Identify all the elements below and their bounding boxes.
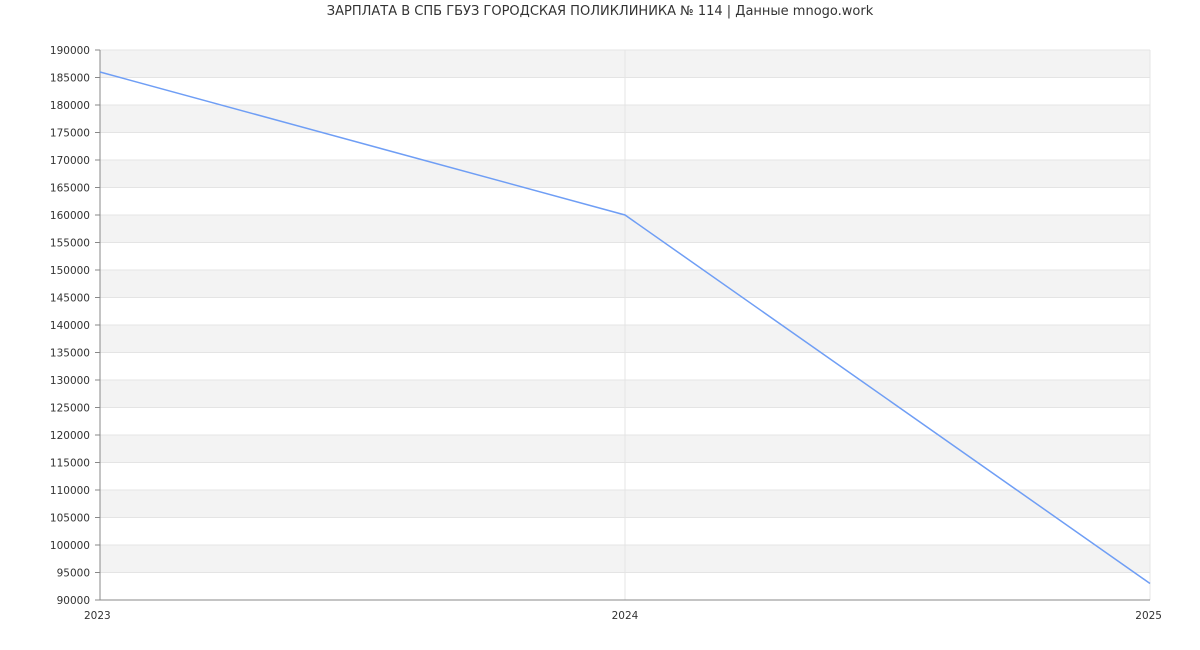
y-tick-label: 155000 [50, 238, 90, 250]
y-tick-label: 190000 [50, 45, 90, 57]
y-tick-label: 105000 [50, 513, 90, 525]
y-tick-label: 180000 [50, 100, 90, 112]
y-tick-label: 100000 [50, 540, 90, 552]
y-tick-label: 110000 [50, 485, 90, 497]
y-tick-label: 145000 [50, 293, 90, 305]
x-tick-label: 2023 [84, 610, 111, 622]
y-tick-label: 160000 [50, 210, 90, 222]
y-tick-label: 125000 [50, 403, 90, 415]
y-tick-label: 90000 [57, 595, 90, 607]
y-tick-label: 170000 [50, 155, 90, 167]
y-tick-label: 150000 [50, 265, 90, 277]
chart-title: ЗАРПЛАТА В СПБ ГБУЗ ГОРОДСКАЯ ПОЛИКЛИНИК… [326, 4, 874, 19]
y-tick-label: 185000 [50, 73, 90, 85]
y-tick-label: 140000 [50, 320, 90, 332]
y-tick-label: 175000 [50, 128, 90, 140]
x-tick-label: 2024 [612, 610, 639, 622]
y-tick-label: 120000 [50, 430, 90, 442]
x-tick-label: 2025 [1135, 610, 1162, 622]
y-tick-label: 95000 [57, 568, 90, 580]
y-tick-label: 130000 [50, 375, 90, 387]
y-tick-label: 165000 [50, 183, 90, 195]
y-tick-label: 115000 [50, 458, 90, 470]
y-tick-label: 135000 [50, 348, 90, 360]
